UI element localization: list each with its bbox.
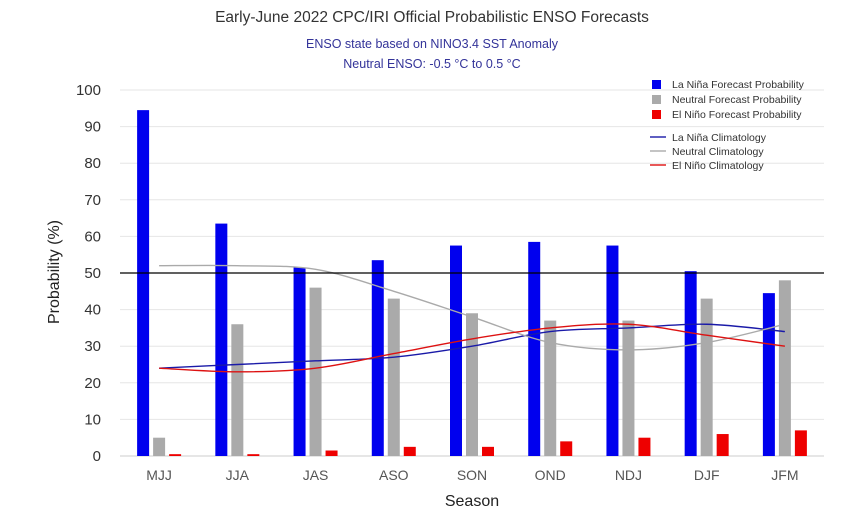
y-axis-ticks: 0 10 20 30 40 50 60 70 80 90 100 [76, 82, 101, 465]
bar-la-nina-DJF [684, 271, 697, 456]
bar-el-nino-SON [482, 446, 494, 456]
bar-la-nina-SON [450, 245, 462, 456]
y-tick-label-60: 60 [84, 228, 101, 245]
y-tick-label-70: 70 [84, 192, 101, 209]
legend-label-neutral-climatology: Neutral Climatology [672, 146, 764, 158]
climatology-line-neutral [159, 264, 786, 351]
bar-el-nino-JJA [247, 454, 260, 456]
bar-el-nino-ASO [403, 446, 416, 456]
x-tick-label-ASO: ASO [379, 467, 409, 483]
bar-neutral-JAS [309, 287, 322, 456]
chart-title: Early-June 2022 CPC/IRI Official Probabi… [215, 9, 649, 26]
bar-la-nina-OND [528, 241, 541, 456]
bar-el-nino-NDJ [638, 437, 651, 456]
x-tick-label-OND: OND [535, 467, 566, 483]
x-axis-ticks: MJJ JJA JAS ASO SON OND NDJ DJF JFM [146, 467, 798, 483]
chart-subtitle-line-1: ENSO state based on NINO3.4 SST Anomaly [306, 37, 559, 51]
climatology-line-el-nino [159, 323, 785, 373]
x-tick-label-NDJ: NDJ [615, 467, 642, 483]
bar-neutral-JJA [231, 324, 244, 456]
legend: La Niña Forecast Probability Neutral Fore… [650, 79, 805, 172]
x-tick-label-JFM: JFM [771, 467, 798, 483]
bar-neutral-MJJ [153, 437, 166, 456]
legend-label-neutral-forecast: Neutral Forecast Probability [672, 94, 802, 106]
y-tick-label-0: 0 [93, 448, 101, 465]
legend-label-la-nina-forecast: La Niña Forecast Probability [672, 79, 805, 91]
y-tick-label-100: 100 [76, 82, 101, 99]
climatology-line-la-nina [159, 323, 785, 369]
bar-neutral-NDJ [622, 320, 635, 456]
y-tick-label-20: 20 [84, 375, 101, 392]
bar-neutral-SON [466, 313, 478, 456]
x-tick-label-DJF: DJF [694, 467, 720, 483]
bar-el-nino-JFM [794, 430, 807, 456]
x-tick-label-JAS: JAS [303, 467, 329, 483]
chart-subtitle-line-2: Neutral ENSO: -0.5 °C to 0.5 °C [343, 57, 520, 71]
bar-el-nino-MJJ [169, 454, 182, 456]
bar-neutral-OND [544, 320, 557, 456]
bar-la-nina-JJA [215, 223, 228, 456]
y-tick-label-50: 50 [84, 265, 101, 282]
bar-el-nino-OND [560, 441, 573, 456]
bar-el-nino-DJF [716, 434, 729, 456]
y-tick-label-10: 10 [84, 411, 101, 428]
legend-swatch-el-nino [652, 110, 661, 119]
legend-swatch-neutral [652, 95, 661, 104]
x-tick-label-SON: SON [457, 467, 487, 483]
bar-la-nina-NDJ [606, 245, 619, 456]
y-tick-label-90: 90 [84, 119, 101, 136]
y-axis-title: Probability (%) [46, 220, 63, 324]
x-axis-title: Season [445, 493, 499, 510]
y-tick-label-30: 30 [84, 338, 101, 355]
bar-neutral-DJF [700, 298, 713, 456]
bar-el-nino-JAS [325, 450, 338, 456]
bar-neutral-ASO [387, 298, 400, 456]
legend-label-el-nino-forecast: El Niño Forecast Probability [672, 109, 802, 121]
bar-la-nina-JFM [762, 293, 775, 456]
climatology-lines [159, 264, 786, 373]
bar-la-nina-MJJ [137, 110, 150, 456]
legend-swatch-la-nina [652, 80, 661, 89]
x-tick-label-MJJ: MJJ [146, 467, 172, 483]
legend-label-el-nino-climatology: El Niño Climatology [672, 160, 764, 172]
legend-label-la-nina-climatology: La Niña Climatology [672, 132, 767, 144]
x-tick-label-JJA: JJA [226, 467, 250, 483]
y-tick-label-80: 80 [84, 155, 101, 172]
bar-neutral-JFM [778, 280, 791, 456]
y-tick-label-40: 40 [84, 302, 101, 319]
